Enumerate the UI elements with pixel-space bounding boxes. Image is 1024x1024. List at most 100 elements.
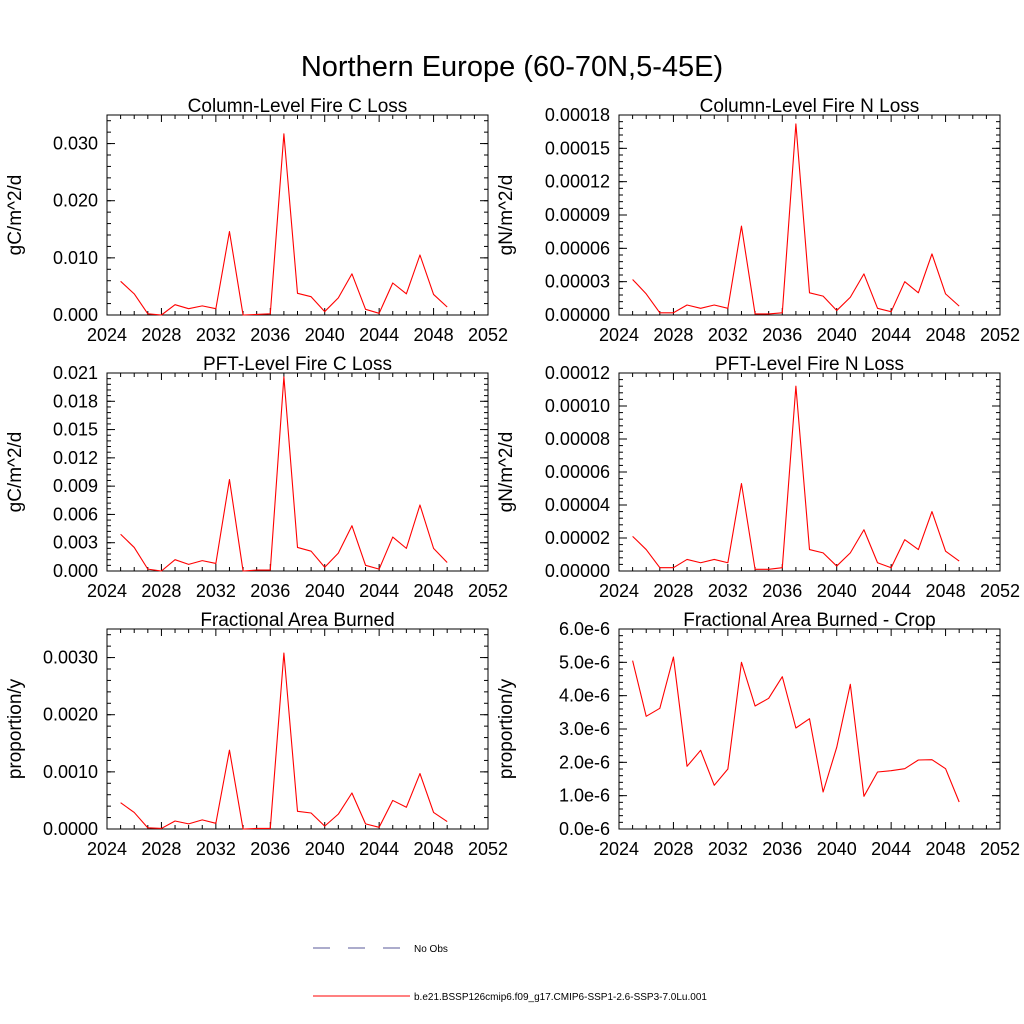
x-tick-label: 2052 (468, 581, 508, 601)
x-tick-label: 2036 (250, 839, 290, 859)
chart-panel-5: Fractional Area Burned 2024 2028 2032 2036 20… (5, 610, 508, 859)
y-tick-label: 0.000 (53, 305, 98, 325)
y-tick-label: 0.030 (53, 134, 98, 154)
y-tick-label: 0.010 (53, 248, 98, 268)
y-axis-label: proportion/y (496, 678, 517, 779)
y-tick-label: 0.00000 (545, 305, 610, 325)
y-tick-label: 0.00006 (545, 462, 610, 482)
series-line (120, 376, 448, 572)
x-tick-label: 2036 (762, 581, 802, 601)
x-tick-label: 2040 (305, 581, 345, 601)
y-axis-label: gN/m^2/d (496, 432, 517, 513)
series-line (632, 123, 960, 315)
x-tick-label: 2040 (817, 325, 857, 345)
y-tick-label: 6.0e-6 (559, 619, 610, 639)
y-axis-label: proportion/y (5, 678, 26, 779)
y-axis-label: gC/m^2/d (5, 175, 26, 256)
x-tick-label: 2048 (926, 325, 966, 345)
y-tick-label: 1.0e-6 (559, 786, 610, 806)
plot-frame (618, 372, 1001, 572)
x-tick-label: 2028 (141, 325, 181, 345)
y-tick-label: 2.0e-6 (559, 752, 610, 772)
y-tick-label: 0.00008 (545, 429, 610, 449)
legend: No Obs b.e21.BSSP126cmip6.f09_g17.CMIP6-S… (313, 944, 707, 1003)
x-tick-label: 2024 (87, 325, 127, 345)
chart-panel-6: Fractional Area Burned - Crop 2024 2028 203… (496, 610, 1020, 859)
x-tick-label: 2028 (653, 839, 693, 859)
legend-label: b.e21.BSSP126cmip6.f09_g17.CMIP6-SSP1-2.… (414, 992, 707, 1003)
plot-frame (106, 628, 489, 830)
panel-title: Column-Level Fire C Loss (188, 96, 408, 117)
x-tick-label: 2024 (87, 839, 127, 859)
x-tick-label: 2040 (305, 839, 345, 859)
x-tick-label: 2048 (414, 581, 454, 601)
x-tick-label: 2036 (250, 581, 290, 601)
x-tick-label: 2032 (196, 325, 236, 345)
x-tick-label: 2036 (250, 325, 290, 345)
figure-title: Northern Europe (60-70N,5-45E) (301, 51, 723, 83)
x-tick-label: 2052 (980, 839, 1020, 859)
x-tick-label: 2024 (599, 839, 639, 859)
x-tick-label: 2028 (141, 581, 181, 601)
y-tick-label: 0.00012 (545, 172, 610, 192)
x-tick-label: 2024 (87, 581, 127, 601)
y-tick-label: 0.000 (53, 561, 98, 581)
y-tick-label: 0.0000 (43, 819, 98, 839)
x-tick-label: 2044 (359, 325, 399, 345)
panel-title: PFT-Level Fire N Loss (715, 354, 904, 375)
panel-title: PFT-Level Fire C Loss (203, 354, 392, 375)
y-tick-label: 0.015 (53, 420, 98, 440)
y-tick-label: 0.0010 (43, 762, 98, 782)
x-tick-label: 2048 (926, 839, 966, 859)
y-tick-label: 0.0e-6 (559, 819, 610, 839)
y-tick-label: 5.0e-6 (559, 652, 610, 672)
y-tick-label: 0.00015 (545, 138, 610, 158)
y-tick-label: 0.00006 (545, 238, 610, 258)
y-tick-label: 0.00003 (545, 272, 610, 292)
chart-panel-2: Column-Level Fire N Loss 2024 2028 2032 2036… (496, 96, 1020, 345)
x-tick-label: 2044 (359, 581, 399, 601)
series-line (120, 652, 448, 830)
y-tick-label: 0.021 (53, 363, 98, 383)
x-tick-label: 2028 (141, 839, 181, 859)
x-tick-label: 2052 (980, 325, 1020, 345)
y-tick-label: 4.0e-6 (559, 686, 610, 706)
x-tick-label: 2044 (871, 581, 911, 601)
x-tick-label: 2044 (871, 325, 911, 345)
chart-panel-3: PFT-Level Fire C Loss 2024 2028 2032 2036 204… (5, 354, 508, 601)
series-line (120, 133, 448, 316)
x-tick-label: 2032 (708, 839, 748, 859)
panel-title: Fractional Area Burned - Crop (683, 610, 935, 631)
x-tick-label: 2036 (762, 839, 802, 859)
x-tick-label: 2036 (762, 325, 802, 345)
y-tick-label: 0.00009 (545, 205, 610, 225)
x-tick-label: 2044 (359, 839, 399, 859)
x-tick-label: 2032 (708, 581, 748, 601)
y-tick-label: 0.006 (53, 504, 98, 524)
y-tick-label: 0.020 (53, 191, 98, 211)
y-tick-label: 0.00010 (545, 396, 610, 416)
x-tick-label: 2052 (980, 581, 1020, 601)
plot-frame (618, 628, 1001, 830)
y-tick-label: 3.0e-6 (559, 719, 610, 739)
y-tick-label: 0.00018 (545, 105, 610, 125)
x-tick-label: 2024 (599, 581, 639, 601)
x-tick-label: 2040 (817, 581, 857, 601)
x-tick-label: 2032 (196, 839, 236, 859)
x-tick-label: 2028 (653, 581, 693, 601)
chart-panels: Column-Level Fire C Loss 2024 2028 2032 2036… (5, 96, 1020, 859)
y-tick-label: 0.00002 (545, 528, 610, 548)
x-tick-label: 2028 (653, 325, 693, 345)
chart-panel-4: PFT-Level Fire N Loss 2024 2028 2032 2036 204… (496, 354, 1020, 601)
y-tick-label: 0.00012 (545, 363, 610, 383)
y-tick-label: 0.00000 (545, 561, 610, 581)
y-tick-label: 0.009 (53, 476, 98, 496)
x-tick-label: 2048 (414, 839, 454, 859)
y-tick-label: 0.018 (53, 391, 98, 411)
panel-title: Fractional Area Burned (200, 610, 394, 631)
x-tick-label: 2032 (708, 325, 748, 345)
y-tick-label: 0.0020 (43, 705, 98, 725)
chart-panel-1: Column-Level Fire C Loss 2024 2028 2032 2036… (5, 96, 508, 345)
